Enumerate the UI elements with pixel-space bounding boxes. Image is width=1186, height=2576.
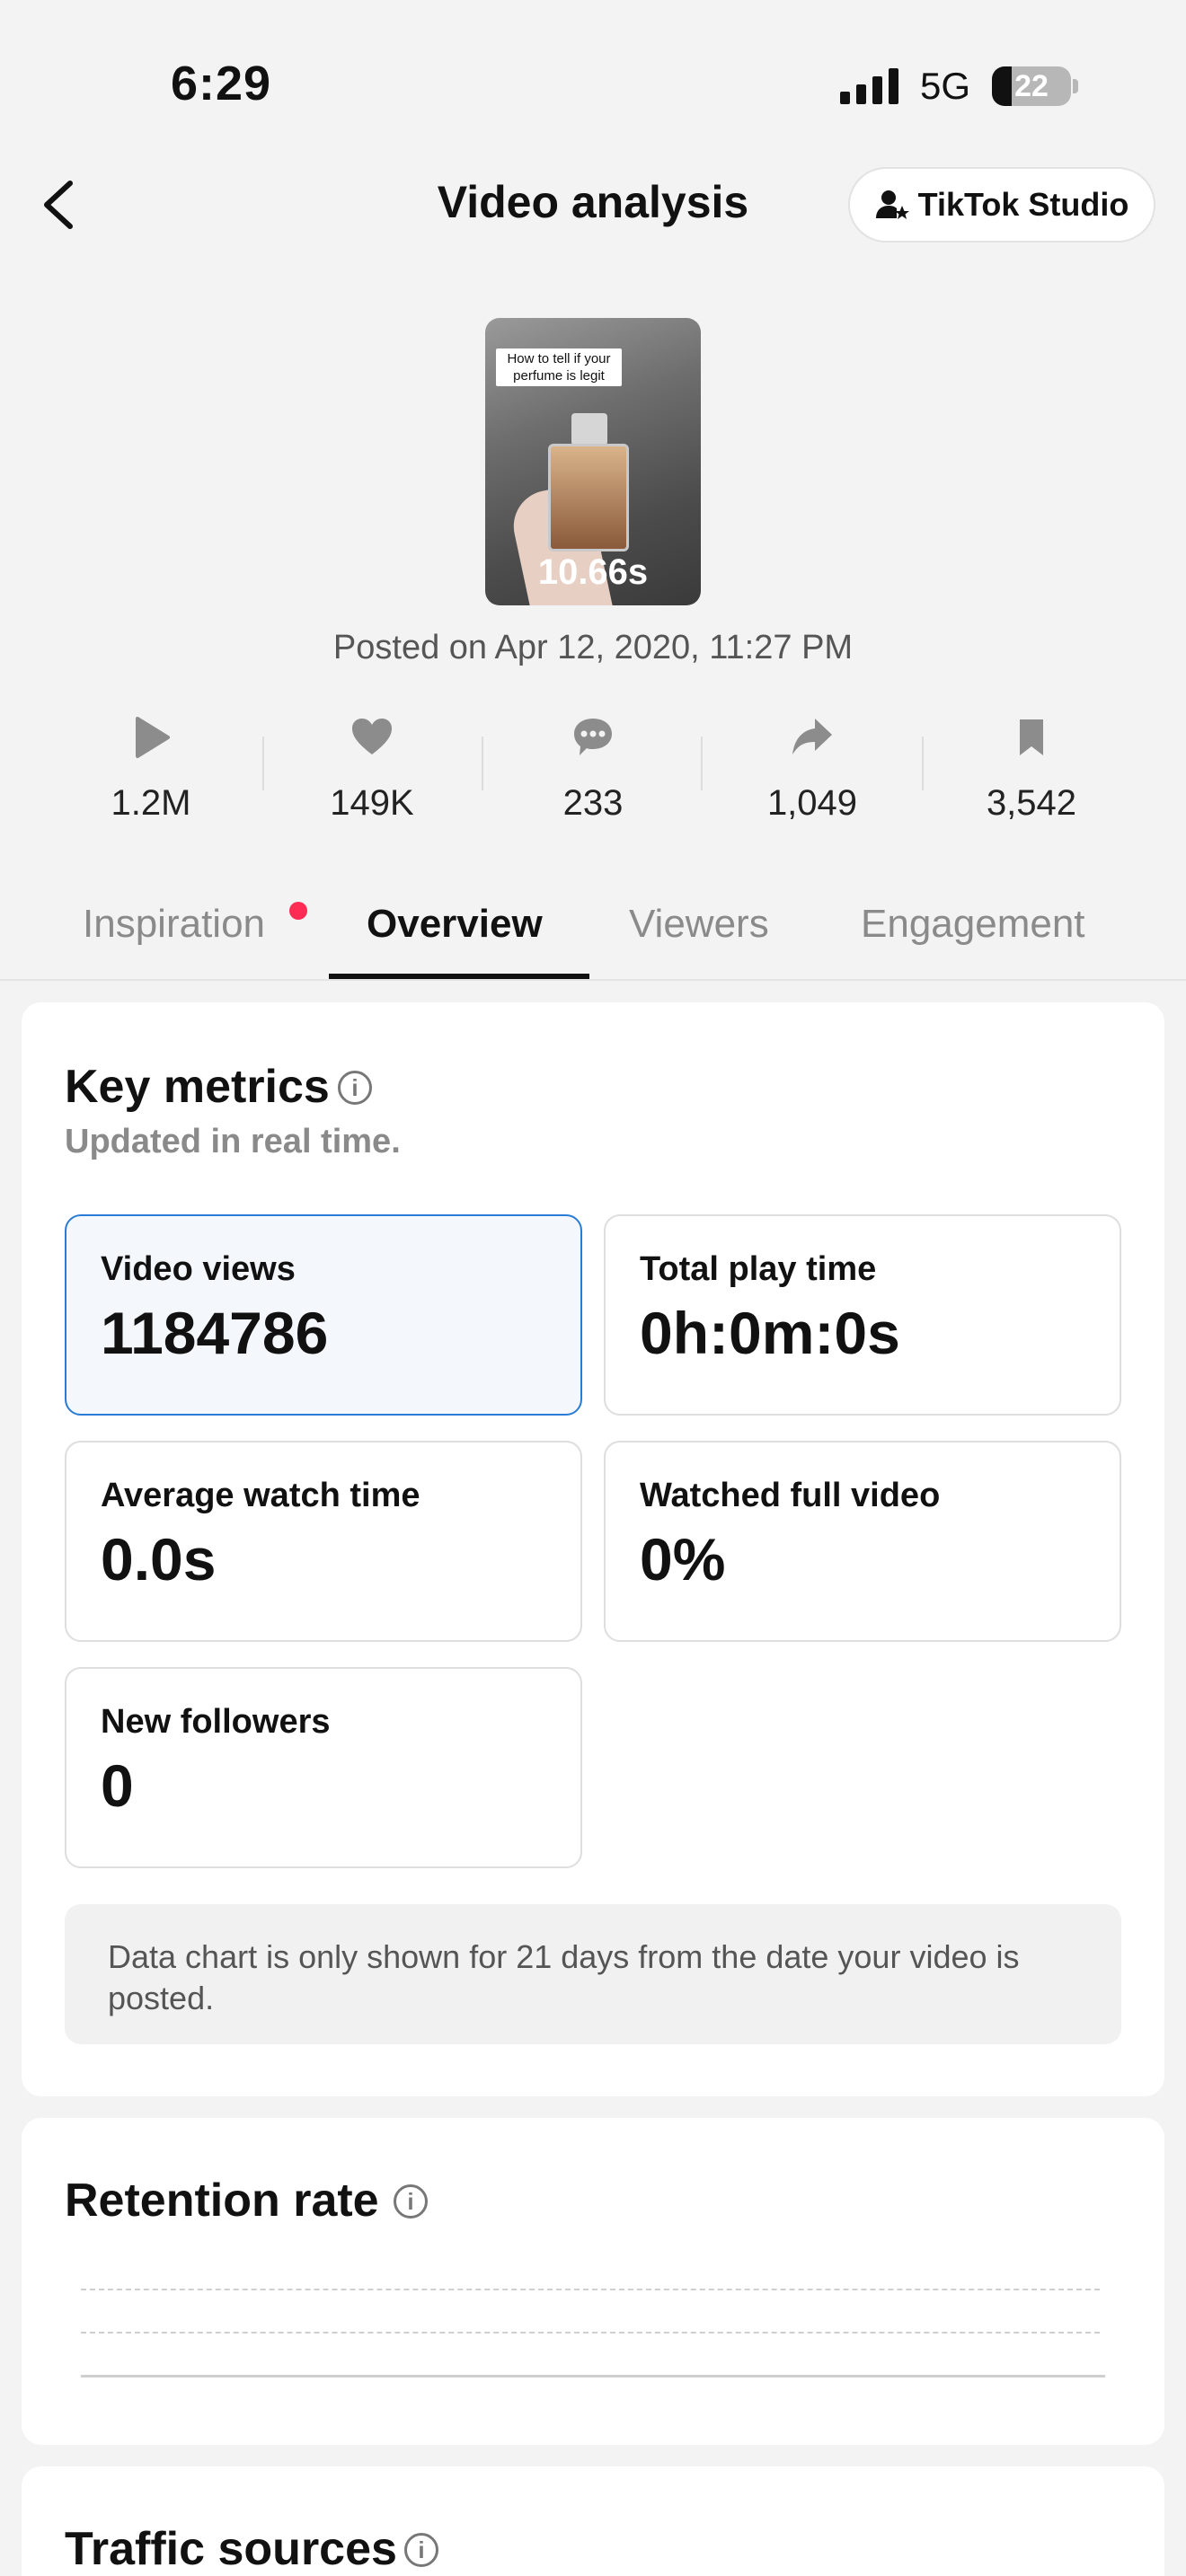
- active-tab-indicator: [329, 974, 589, 979]
- tab-overview[interactable]: Overview: [367, 902, 543, 946]
- thumbnail-bottle: [548, 444, 629, 551]
- tabs-divider: [0, 979, 1186, 981]
- metric-video-views[interactable]: Video views 1184786: [65, 1214, 582, 1416]
- status-time: 6:29: [171, 57, 272, 110]
- stat-divider: [482, 737, 483, 790]
- thumbnail-bottle-cap: [571, 413, 607, 446]
- stat-shares: 1,049: [704, 715, 920, 824]
- metric-label: Total play time: [640, 1250, 877, 1288]
- stat-value: 3,542: [986, 783, 1077, 823]
- network-type: 5G: [920, 65, 971, 107]
- tiktok-studio-label: TikTok Studio: [917, 186, 1129, 223]
- video-duration: 10.66s: [537, 552, 649, 592]
- metric-value: 0%: [640, 1526, 726, 1592]
- metric-average-watch-time[interactable]: Average watch time 0.0s: [65, 1441, 582, 1642]
- posted-date: Posted on Apr 12, 2020, 11:27 PM: [332, 629, 854, 666]
- battery-icon: 22: [992, 66, 1071, 106]
- metric-label: Watched full video: [640, 1477, 941, 1514]
- stat-views: 1.2M: [43, 715, 259, 824]
- bookmark-icon: [1020, 719, 1043, 755]
- metric-value: 0h:0m:0s: [640, 1300, 900, 1366]
- chart-baseline: [81, 2375, 1105, 2378]
- stat-divider: [701, 737, 703, 790]
- traffic-sources-title: Traffic sources: [65, 2523, 397, 2575]
- metric-label: New followers: [101, 1703, 331, 1741]
- back-arrow-icon[interactable]: [34, 176, 84, 234]
- stat-value: 1,049: [766, 783, 858, 823]
- key-metrics-subtitle: Updated in real time.: [65, 1123, 401, 1160]
- person-star-icon: [875, 190, 909, 219]
- info-icon[interactable]: i: [394, 2184, 428, 2219]
- retention-rate-card: [22, 2118, 1164, 2445]
- chart-gridline: [81, 2289, 1100, 2290]
- stat-value: 149K: [330, 783, 414, 823]
- tiktok-studio-button[interactable]: TikTok Studio: [848, 167, 1155, 243]
- tab-inspiration[interactable]: Inspiration: [83, 902, 266, 946]
- play-icon: [136, 717, 170, 758]
- signal-icon: [840, 68, 898, 104]
- info-icon[interactable]: i: [338, 1071, 372, 1105]
- comment-icon: [574, 719, 612, 755]
- stat-value: 233: [562, 783, 624, 823]
- metric-new-followers[interactable]: New followers 0: [65, 1667, 582, 1868]
- metric-label: Average watch time: [101, 1477, 420, 1514]
- metric-value: 1184786: [101, 1300, 329, 1366]
- chart-gridline: [81, 2332, 1100, 2333]
- metric-total-play-time[interactable]: Total play time 0h:0m:0s: [604, 1214, 1121, 1416]
- retention-rate-title: Retention rate: [65, 2175, 379, 2227]
- notification-dot: [289, 902, 307, 920]
- battery-tip: [1073, 79, 1078, 93]
- tab-viewers[interactable]: Viewers: [629, 902, 769, 946]
- traffic-sources-card: [22, 2466, 1164, 2576]
- info-icon[interactable]: i: [404, 2533, 438, 2567]
- key-metrics-title: Key metrics: [65, 1061, 330, 1113]
- page-title: Video analysis: [437, 177, 749, 227]
- stat-divider: [922, 737, 924, 790]
- video-thumbnail[interactable]: How to tell if your perfume is legit 10.…: [485, 318, 701, 605]
- share-icon: [792, 719, 832, 754]
- stat-likes: 149K: [264, 715, 480, 824]
- metric-value: 0.0s: [101, 1526, 217, 1592]
- metric-value: 0: [101, 1752, 134, 1819]
- metric-watched-full-video[interactable]: Watched full video 0%: [604, 1441, 1121, 1642]
- stat-comments: 233: [485, 715, 701, 824]
- thumbnail-caption: How to tell if your perfume is legit: [496, 348, 622, 386]
- stat-value: 1.2M: [111, 783, 191, 823]
- metric-label: Video views: [101, 1250, 296, 1288]
- tab-engagement[interactable]: Engagement: [861, 902, 1085, 946]
- data-chart-notice: Data chart is only shown for 21 days fro…: [65, 1904, 1121, 2044]
- battery-level: 22: [1014, 69, 1049, 103]
- heart-icon: [352, 719, 392, 754]
- stat-divider: [262, 737, 264, 790]
- stat-saves: 3,542: [924, 715, 1139, 824]
